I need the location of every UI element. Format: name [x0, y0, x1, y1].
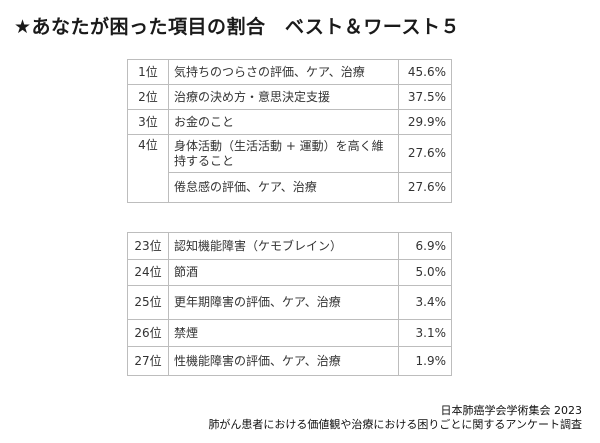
table-row: 27位 性機能障害の評価、ケア、治療 1.9% [127, 346, 452, 376]
item-cell: 性機能障害の評価、ケア、治療 [168, 346, 399, 376]
table-row: 23位 認知機能障害（ケモブレイン） 6.9% [127, 232, 452, 260]
item-cell: 節酒 [168, 259, 399, 286]
item-cell: 認知機能障害（ケモブレイン） [168, 232, 399, 260]
rank-cell: 26位 [127, 319, 169, 347]
rank-cell: 1位 [127, 59, 169, 85]
page-title: ★あなたが困った項目の割合 ベスト＆ワースト５ [14, 16, 460, 38]
table-row: 25位 更年期障害の評価、ケア、治療 3.4% [127, 285, 452, 320]
percent-cell: 37.5% [398, 84, 452, 110]
percent-cell: 3.1% [398, 319, 452, 347]
table-row: 24位 節酒 5.0% [127, 259, 452, 286]
rank-cell: 2位 [127, 84, 169, 110]
table-row: 4位 身体活動（生活活動 + 運動）を高く維持すること 27.6% [127, 134, 452, 203]
percent-cell: 1.9% [398, 346, 452, 376]
table-row: 2位 治療の決め方・意思決定支援 37.5% [127, 84, 452, 110]
table-row: 26位 禁煙 3.1% [127, 319, 452, 347]
item-cell: お金のこと [168, 109, 399, 135]
percent-cell: 45.6% [398, 59, 452, 85]
table-row: 3位 お金のこと 29.9% [127, 109, 452, 135]
rank-cell: 23位 [127, 232, 169, 260]
item-cell: 禁煙 [168, 319, 399, 347]
table-row: 倦怠感の評価、ケア、治療 27.6% [128, 172, 452, 203]
percent-cell: 6.9% [398, 232, 452, 260]
percent-cell: 29.9% [398, 109, 452, 135]
source-event: 日本肺癌学会学術集会 2023 [440, 404, 583, 417]
item-cell: 治療の決め方・意思決定支援 [168, 84, 399, 110]
rank-cell: 25位 [127, 285, 169, 320]
item-cell: 気持ちのつらさの評価、ケア、治療 [168, 59, 399, 85]
item-cell: 倦怠感の評価、ケア、治療 [168, 172, 399, 203]
rank-cell: 4位 [127, 134, 169, 203]
worst-ranking-table: 23位 認知機能障害（ケモブレイン） 6.9% 24位 節酒 5.0% 25位 … [127, 232, 452, 376]
percent-cell: 3.4% [398, 285, 452, 320]
rank-cell: 27位 [127, 346, 169, 376]
percent-cell: 27.6% [398, 134, 452, 173]
table-row: 1位 気持ちのつらさの評価、ケア、治療 45.6% [127, 59, 452, 85]
percent-cell: 5.0% [398, 259, 452, 286]
item-cell: 更年期障害の評価、ケア、治療 [168, 285, 399, 320]
source-survey: 肺がん患者における価値観や治療における困りごとに関するアンケート調査 [208, 418, 582, 431]
percent-cell: 27.6% [398, 172, 452, 203]
rank-cell: 24位 [127, 259, 169, 286]
best-ranking-table: 1位 気持ちのつらさの評価、ケア、治療 45.6% 2位 治療の決め方・意思決定… [127, 59, 452, 203]
rank-cell: 3位 [127, 109, 169, 135]
source-citation: 日本肺癌学会学術集会 2023 肺がん患者における価値観や治療における困りごとに… [142, 404, 582, 432]
item-cell: 身体活動（生活活動 + 運動）を高く維持すること [168, 134, 399, 173]
